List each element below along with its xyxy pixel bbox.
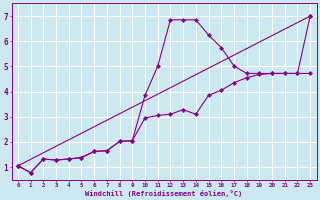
X-axis label: Windchill (Refroidissement éolien,°C): Windchill (Refroidissement éolien,°C) — [85, 190, 243, 197]
